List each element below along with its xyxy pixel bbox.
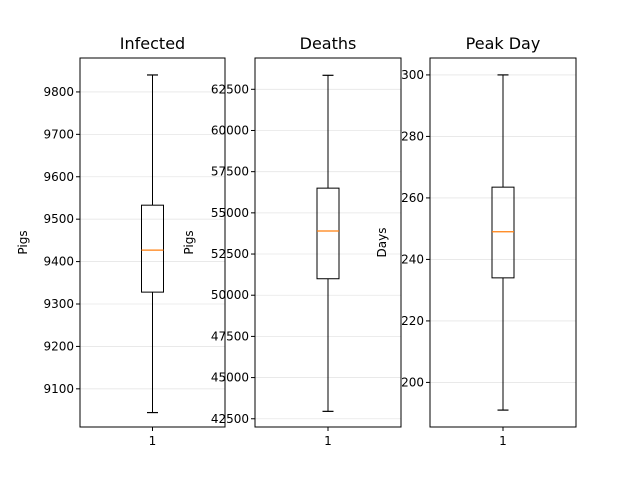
y-tick-label: 50000	[211, 288, 249, 302]
y-tick-label: 9400	[43, 255, 74, 269]
x-tick-label: 1	[324, 434, 332, 448]
y-tick-label: 9500	[43, 212, 74, 226]
y-tick-label: 52500	[211, 247, 249, 261]
y-tick-label: 47500	[211, 329, 249, 343]
y-tick-label: 57500	[211, 165, 249, 179]
box-iqr	[316, 187, 340, 280]
y-tick-label: 9800	[43, 85, 74, 99]
y-tick-label: 9200	[43, 339, 74, 353]
box-iqr	[141, 204, 164, 293]
y-tick-label: 9100	[43, 382, 74, 396]
y-axis-label: Pigs	[16, 230, 30, 254]
panel-title: Infected	[120, 34, 185, 53]
x-tick-label: 1	[149, 434, 157, 448]
y-tick-label: 220	[401, 314, 424, 328]
chart-panel-1: 9100 9200 9300 9400 9500 9600 9700 9800 1 Infecte…	[16, 34, 226, 448]
y-tick-label: 62500	[211, 82, 249, 96]
y-tick-label: 280	[401, 129, 424, 143]
y-tick-label: 55000	[211, 206, 249, 220]
y-tick-label: 260	[401, 191, 424, 205]
chart-panel-3: 200 220 240 260 280 300 1 Peak Day Days	[375, 34, 577, 448]
x-tick-label: 1	[499, 434, 507, 448]
y-tick-label: 45000	[211, 371, 249, 385]
panel-title: Peak Day	[466, 34, 541, 53]
y-tick-label: 300	[401, 68, 424, 82]
y-tick-label: 60000	[211, 123, 249, 137]
y-tick-label: 200	[401, 375, 424, 389]
panel-title: Deaths	[300, 34, 357, 53]
y-axis-label: Days	[375, 228, 389, 258]
y-axis-label: Pigs	[182, 230, 196, 254]
y-tick-label: 9700	[43, 127, 74, 141]
y-tick-label: 9600	[43, 170, 74, 184]
chart-panel-2: 42500 45000 47500 50000 52500 55000 57500 60000…	[182, 34, 402, 448]
y-tick-label: 42500	[211, 412, 249, 426]
y-tick-label: 240	[401, 252, 424, 266]
y-tick-label: 9300	[43, 297, 74, 311]
box-iqr	[491, 186, 515, 279]
